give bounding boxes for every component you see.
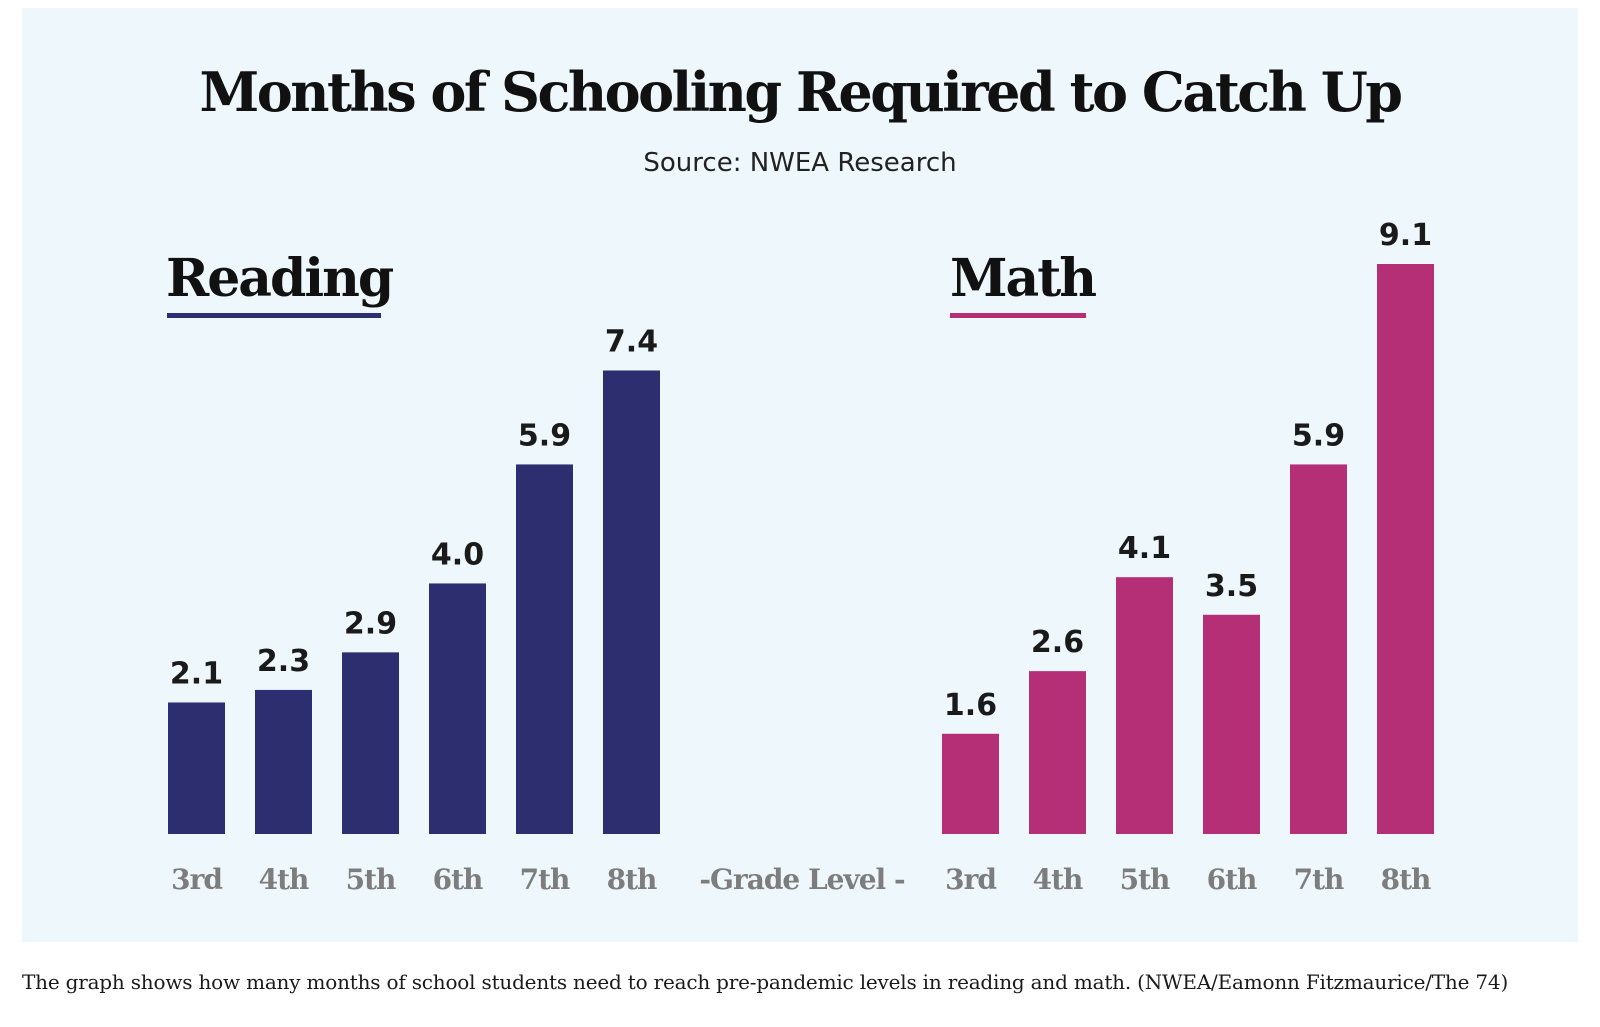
math-value-label-3rd: 1.6	[944, 688, 997, 723]
math-tick-6th: 6th	[1207, 863, 1257, 896]
math-value-label-4th: 2.6	[1031, 625, 1084, 660]
math-tick-4th: 4th	[1033, 863, 1083, 896]
math-bar-6th	[1203, 614, 1260, 834]
reading-tick-7th: 7th	[520, 863, 570, 896]
math-value-label-5th: 4.1	[1118, 531, 1171, 566]
reading-bar-7th	[516, 464, 573, 834]
math-bar-7th	[1290, 464, 1347, 834]
reading-bar-6th	[429, 583, 486, 834]
reading-tick-8th: 8th	[607, 863, 657, 896]
reading-value-label-6th: 4.0	[431, 537, 484, 572]
math-value-label-6th: 3.5	[1205, 569, 1258, 604]
reading-tick-5th: 5th	[346, 863, 396, 896]
figure-caption: The graph shows how many months of schoo…	[22, 970, 1509, 994]
grade-level-axis-label: -Grade Level -	[699, 863, 905, 896]
reading-value-label-7th: 5.9	[518, 418, 571, 453]
reading-bar-4th	[255, 689, 312, 834]
math-bar-3rd	[942, 733, 999, 834]
math-tick-5th: 5th	[1120, 863, 1170, 896]
reading-value-label-8th: 7.4	[605, 324, 658, 359]
reading-tick-6th: 6th	[433, 863, 483, 896]
math-heading-underline	[950, 313, 1086, 318]
reading-value-label-4th: 2.3	[257, 644, 310, 679]
math-value-label-8th: 9.1	[1379, 218, 1432, 253]
math-tick-3rd: 3rd	[945, 863, 996, 896]
math-bar-4th	[1029, 671, 1086, 834]
math-bar-5th	[1116, 577, 1173, 834]
reading-heading: Reading	[166, 248, 394, 309]
chart-source: Source: NWEA Research	[643, 148, 957, 178]
reading-tick-4th: 4th	[259, 863, 309, 896]
math-tick-8th: 8th	[1381, 863, 1431, 896]
math-bar-8th	[1377, 264, 1434, 834]
reading-bar-3rd	[168, 702, 225, 834]
reading-bar-8th	[603, 370, 660, 834]
reading-value-label-3rd: 2.1	[170, 656, 223, 691]
math-heading: Math	[950, 248, 1096, 309]
bar-chart-area: Reading 2.1 3rd 2.3 4th 2.9 5th 4.0 6th 5.9 7th 7.…	[166, 218, 1434, 896]
chart-title: Months of Schooling Required to Catch Up	[199, 60, 1403, 124]
reading-bar-5th	[342, 652, 399, 834]
math-value-label-7th: 5.9	[1292, 418, 1345, 453]
reading-heading-underline	[167, 313, 381, 318]
reading-chart: Reading 2.1 3rd 2.3 4th 2.9 5th 4.0 6th 5.9 7th 7.…	[166, 248, 660, 896]
reading-value-label-5th: 2.9	[344, 606, 397, 641]
math-tick-7th: 7th	[1294, 863, 1344, 896]
math-chart: Math 1.6 3rd 2.6 4th 4.1 5th 3.5 6th 5.9 7th 9.1 8t…	[942, 218, 1434, 896]
reading-tick-3rd: 3rd	[171, 863, 222, 896]
